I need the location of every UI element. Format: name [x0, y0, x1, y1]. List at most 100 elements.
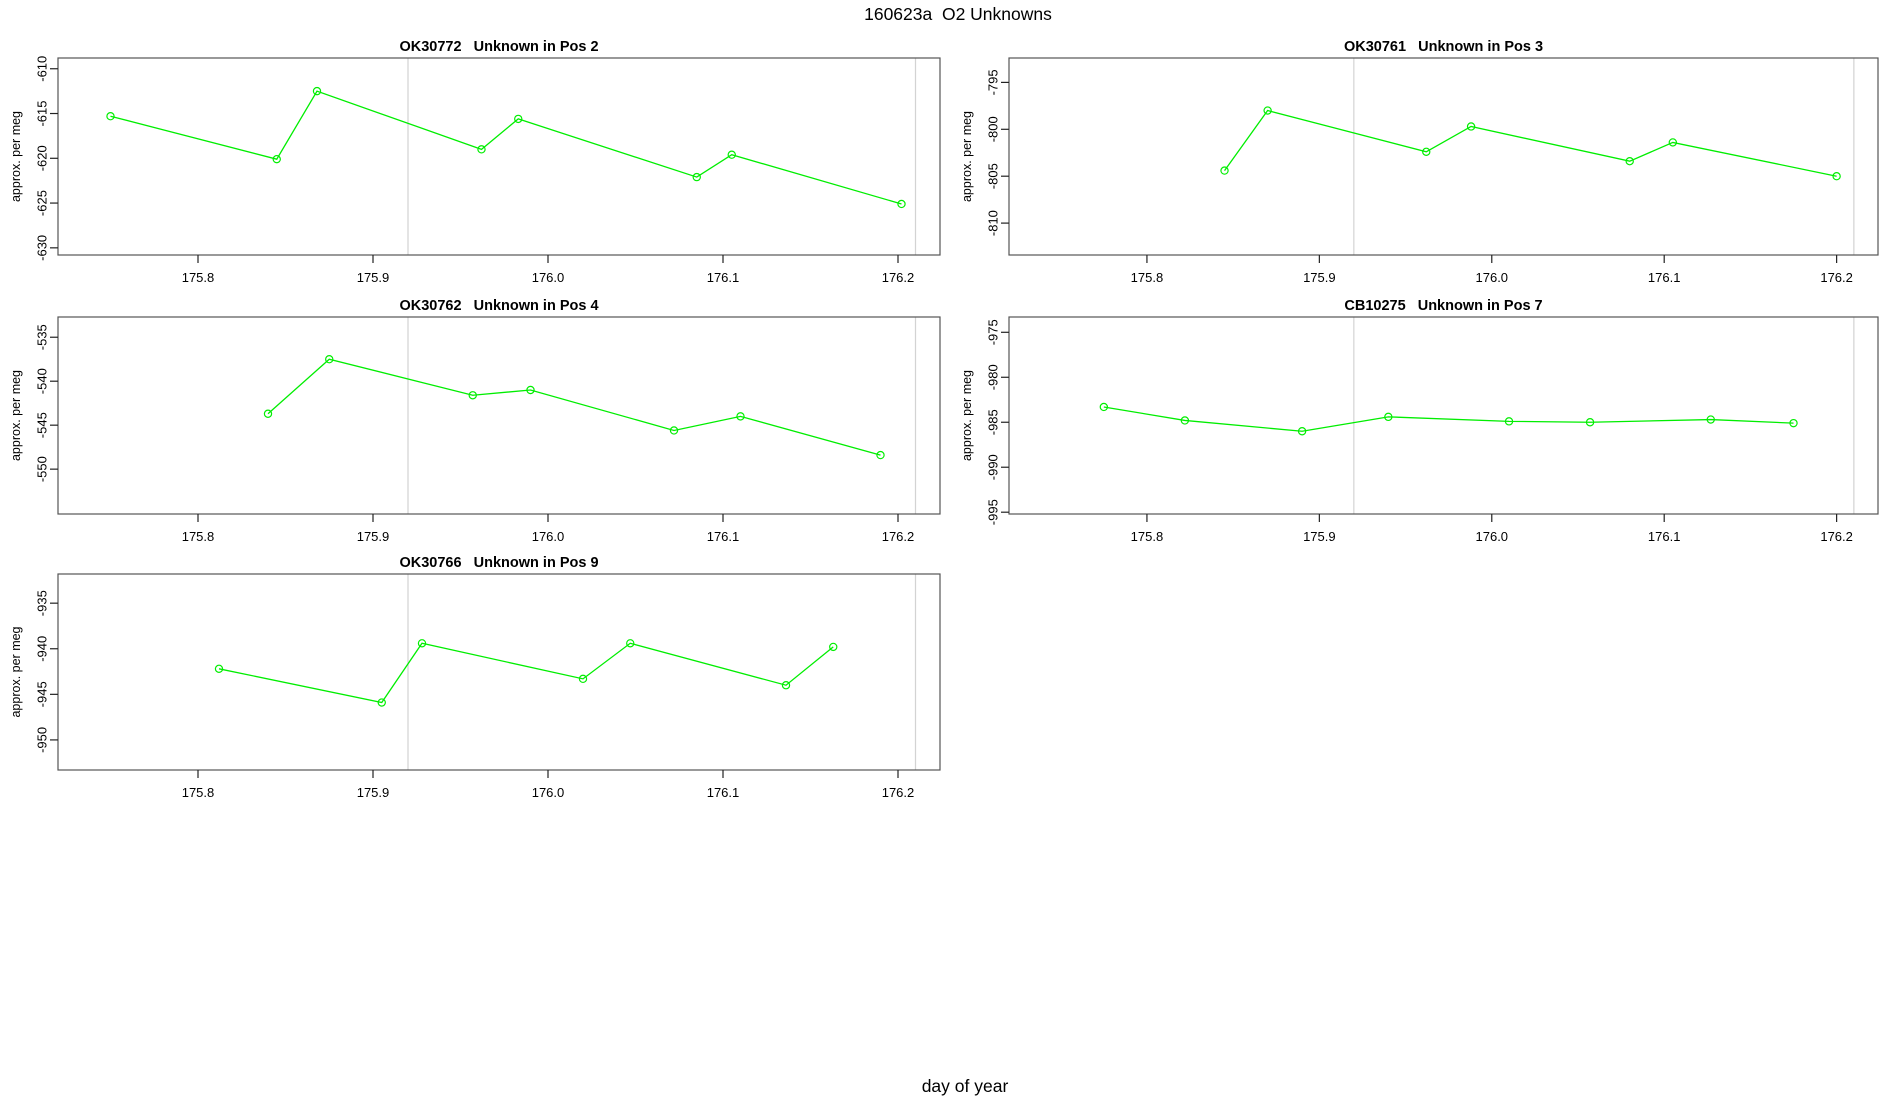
x-tick-label: 175.8: [182, 785, 215, 800]
x-tick-label: 176.0: [532, 270, 565, 285]
x-tick-label: 176.2: [882, 270, 915, 285]
y-tick-label: -975: [986, 319, 1001, 345]
data-point: [876, 450, 885, 460]
data-point: [325, 355, 334, 364]
panel-title: OK30766 Unknown in Pos 9: [399, 555, 598, 571]
y-tick-label: -950: [35, 727, 50, 753]
data-point: [1789, 418, 1798, 428]
data-point: [1585, 418, 1595, 427]
data-point: [312, 86, 322, 96]
x-tick-label: 175.8: [182, 529, 215, 544]
data-point: [669, 426, 679, 435]
x-tick-label: 175.9: [357, 529, 390, 544]
data-point: [1706, 415, 1715, 424]
y-tick-label: -805: [986, 163, 1001, 189]
panel-OK30766: OK30766 Unknown in Pos 9 -950 -945 -940 -935…: [9, 555, 941, 800]
data-point: [1504, 417, 1514, 426]
data-point: [1422, 147, 1431, 157]
y-tick-label: -545: [35, 412, 50, 438]
series-line: [110, 90, 902, 205]
data-point: [477, 145, 486, 154]
panel-box: [57, 316, 941, 515]
data-point: [1220, 166, 1229, 175]
panel-box: [57, 57, 941, 256]
data-point: [214, 664, 224, 674]
x-tick-label: 176.1: [1648, 529, 1681, 544]
panel-OK30762: OK30762 Unknown in Pos 4 -550 -545 -540 -535…: [9, 298, 941, 544]
y-tick-label: -630: [35, 235, 50, 261]
y-tick-label: -935: [35, 590, 50, 616]
y-tick-label: -810: [986, 210, 1001, 236]
y-tick-label: -990: [986, 454, 1001, 480]
x-tick-label: 175.8: [1131, 270, 1164, 285]
y-tick-label: -945: [35, 681, 50, 707]
data-point: [727, 150, 736, 159]
y-tick-label: -800: [986, 116, 1001, 142]
data-point: [692, 172, 701, 182]
data-point: [736, 412, 745, 421]
y-tick-label: -540: [35, 368, 50, 394]
y-tick-label: -995: [986, 499, 1001, 525]
y-tick-label: -985: [986, 409, 1001, 435]
x-tick-label: 176.1: [707, 270, 740, 285]
data-point: [626, 639, 635, 648]
x-tick-label: 176.0: [532, 785, 565, 800]
data-point: [1466, 122, 1476, 131]
x-tick-label: 176.1: [707, 529, 740, 544]
x-tick-label: 175.9: [357, 785, 390, 800]
x-tick-label: 175.9: [1303, 270, 1336, 285]
y-tick-label: -625: [35, 190, 50, 216]
x-tick-label: 176.2: [882, 529, 915, 544]
data-point: [417, 639, 427, 648]
data-point: [263, 409, 273, 418]
x-tick-label: 176.0: [1476, 529, 1509, 544]
series-line: [267, 358, 881, 456]
y-axis-label: approx. per meg: [9, 626, 23, 717]
figure-title: 160623a O2 Unknowns: [864, 4, 1052, 24]
data-point: [514, 114, 523, 124]
x-tick-label: 175.9: [1303, 529, 1336, 544]
data-point: [1668, 138, 1678, 147]
data-point: [829, 642, 838, 652]
x-tick-label: 176.1: [1648, 270, 1681, 285]
x-tick-label: 176.2: [1820, 529, 1853, 544]
series-line: [218, 642, 834, 704]
y-axis-label: approx. per meg: [960, 370, 974, 461]
x-tick-label: 175.9: [357, 270, 390, 285]
data-point: [468, 391, 477, 400]
data-point: [1625, 156, 1634, 166]
x-tick-label: 176.2: [882, 785, 915, 800]
y-tick-label: -615: [35, 101, 50, 127]
x-tick-label: 175.8: [182, 270, 215, 285]
data-point: [526, 385, 535, 395]
data-point: [897, 199, 906, 209]
x-tick-label: 176.1: [707, 785, 740, 800]
data-point: [377, 698, 386, 707]
panel-title: OK30772 Unknown in Pos 2: [399, 39, 598, 55]
data-point: [106, 112, 115, 121]
y-tick-label: -940: [35, 636, 50, 662]
x-tick-label: 176.0: [1476, 270, 1509, 285]
data-point: [1384, 412, 1393, 422]
x-tick-label: 176.0: [532, 529, 565, 544]
data-point: [578, 674, 588, 684]
x-tick-label: 176.2: [1820, 270, 1853, 285]
panel-title: CB10275 Unknown in Pos 7: [1344, 298, 1542, 314]
x-tick-label: 175.8: [1131, 529, 1164, 544]
data-point: [1832, 171, 1841, 181]
data-point: [1099, 402, 1109, 412]
panel-box: [57, 573, 941, 771]
y-tick-label: -610: [35, 56, 50, 82]
series-line: [1103, 406, 1794, 432]
data-point: [781, 681, 791, 690]
y-tick-label: -980: [986, 364, 1001, 390]
x-axis-title: day of year: [921, 1076, 1009, 1096]
data-point: [1263, 106, 1272, 115]
data-point: [272, 154, 281, 164]
panel-OK30761: OK30761 Unknown in Pos 3 -810 -805 -800 -795…: [960, 39, 1879, 285]
panel-OK30772: OK30772 Unknown in Pos 2 -630 -625 -620 -615…: [9, 39, 941, 285]
data-point: [1297, 427, 1307, 436]
y-tick-label: -535: [35, 324, 50, 350]
